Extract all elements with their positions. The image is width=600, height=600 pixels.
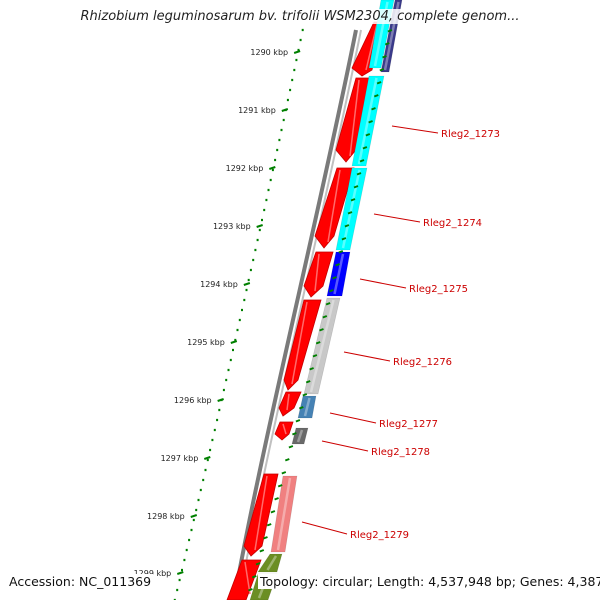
cog-segment-highlight [296,429,304,443]
cog-segment-highlight [303,397,311,417]
ruler-tick-label: 1294 kbp [200,280,238,289]
forward-gene-highlight [365,23,378,71]
cog-color-track [248,0,403,600]
ruler-tick [269,166,276,170]
ruler-dots [173,28,304,600]
cog-segment [270,475,298,553]
ruler-tick-label: 1292 kbp [226,164,264,173]
gene-label-leader [321,440,369,452]
ruler-tick [256,224,263,228]
ruler-tick-label: 1290 kbp [250,48,288,57]
forward-gene-highlight [349,79,360,157]
forward-gene-highlight [244,561,251,595]
ruler-tick [281,108,289,112]
gene-label: Rleg2_1277 [379,419,438,430]
forward-gene-arrow [226,559,262,600]
ruler-tick [243,282,251,286]
ruler-tick [230,340,238,344]
gene-label: Rleg2_1276 [393,357,452,368]
forward-gene-highlight [327,169,341,243]
gene-label-leader [373,213,421,223]
backbone-outer [232,29,358,600]
gene-label: Rleg2_1274 [423,218,482,229]
gene-label: Rleg2_1278 [371,447,430,458]
ruler-tick [293,50,301,54]
gene-label: Rleg2_1273 [441,129,500,140]
forward-gene-highlight [291,301,308,385]
forward-gene-highlight [254,475,268,551]
genome-title: Rhizobium leguminosarum bv. trifolii WSM… [0,9,600,24]
forward-gene-highlight [314,253,320,292]
forward-gene-arrow [303,251,334,298]
gene-label-leader [391,125,439,134]
cog-segment [303,297,341,395]
gene-label-leader [359,278,407,289]
cog-segment [291,427,309,445]
forward-gene-arrow [314,167,355,249]
ruler-tick [217,398,224,402]
ruler-tick-label: 1299 kbp [134,569,172,578]
gene-labels: Rleg2_1273 Rleg2_1274 Rleg2_1275 Rleg2_1276… [301,125,500,541]
gene-label-leader [301,521,348,535]
cog-segment [257,553,283,573]
ruler-tick-label: 1295 kbp [187,338,225,347]
ruler-tick-label: 1298 kbp [147,512,185,521]
gene-label: Rleg2_1275 [409,284,468,295]
kbp-ruler: 1290 kbp 1291 kbp 1292 kbp 1293 kbp 1294 kbp… [134,28,304,600]
cog-segment-highlight [266,555,278,571]
cog-segment-highlight [276,477,292,551]
accession-text: Accession: NC_011369 [7,574,154,589]
ruler-tick-label: 1296 kbp [174,396,212,405]
cog-segment-highlight [309,299,335,393]
cog-segment [351,75,385,167]
ruler-tick [176,571,184,575]
gene-label: Rleg2_1279 [350,530,409,541]
ruler-tick-label: 1297 kbp [161,454,199,463]
cog-segment [326,251,351,297]
topology-summary: Topology: circular; Length: 4,537,948 bp… [258,574,600,589]
ruler-tick [203,456,211,460]
ruler-tick [190,514,198,518]
forward-gene-highlight [282,423,287,435]
ruler-tick-label: 1291 kbp [238,106,276,115]
forward-gene-highlight [286,393,290,411]
ruler-tick-label: 1293 kbp [213,222,251,231]
forward-gene-arrow [278,391,302,417]
gene-label-leader [329,412,377,424]
cog-segment [297,395,317,419]
gene-label-leader [343,351,391,362]
cog-segment-highlight [357,77,378,165]
inner-strand-ticks [248,29,393,592]
forward-strand-track [226,21,383,600]
forward-gene-arrow [274,421,294,441]
cog-segment [335,167,368,251]
cog-segment-highlight [333,253,345,295]
forward-gene-arrow [283,299,322,391]
cog-segment-highlight [341,169,361,249]
